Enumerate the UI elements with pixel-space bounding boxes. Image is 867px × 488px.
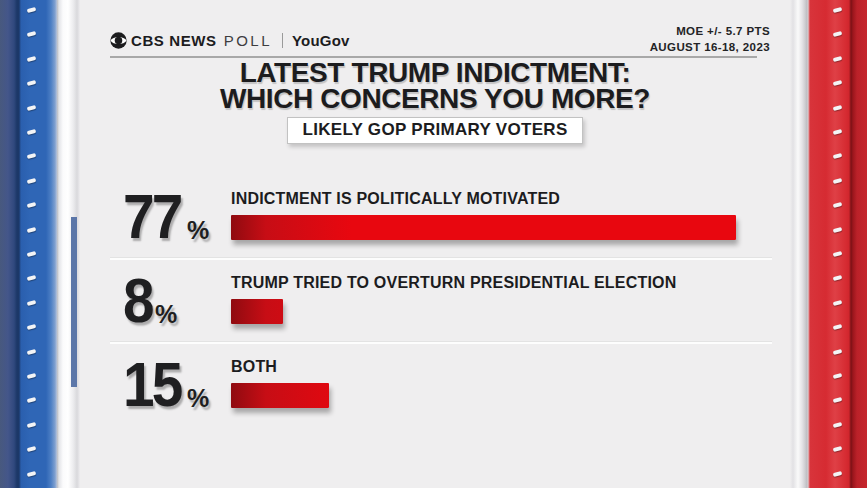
value-number: 15 [123, 361, 181, 408]
stitch-icon [27, 105, 37, 111]
bar-label: BOTH [231, 359, 772, 375]
brand-separator [282, 33, 283, 48]
stitch-icon [27, 471, 37, 477]
bar [231, 383, 329, 408]
value-number: 77 [123, 193, 181, 240]
stitch-icon [833, 324, 843, 330]
stitch-icon [27, 202, 37, 208]
stitch-icon [833, 397, 843, 403]
chart-rows: 77%INDICTMENT IS POLITICALLY MOTIVATED8%… [110, 176, 772, 425]
stitch-icon [833, 275, 843, 281]
stitch-icon [27, 7, 37, 13]
stitch-icon [833, 446, 843, 452]
stitch-icon [833, 349, 843, 355]
bar [231, 299, 283, 324]
stitch-icon [833, 373, 843, 379]
brand-poll: POLL [224, 32, 272, 49]
subtitle-wrap: LIKELY GOP PRIMARY VOTERS [90, 117, 780, 144]
poll-graphic: CBS NEWS POLL YouGov MOE +/- 5.7 PTS AUG… [0, 0, 867, 488]
stitch-icon [833, 31, 843, 37]
chart-row: 15%BOTH [110, 344, 772, 425]
stitch-icon [27, 349, 37, 355]
percent-sign: % [187, 220, 209, 240]
margin-of-error: MOE +/- 5.7 PTS AUGUST 16-18, 2023 [650, 24, 770, 55]
value-label: 77% [110, 191, 231, 240]
stitch-icon [27, 300, 37, 306]
stitch-icon [833, 80, 843, 86]
stitch-icon [27, 397, 37, 403]
blue-board-tab [71, 217, 77, 387]
chart-row: 8%TRUMP TRIED TO OVERTURN PRESIDENTIAL E… [110, 260, 772, 341]
stitch-icon [27, 56, 37, 62]
stitch-icon [27, 324, 37, 330]
stitch-icon [833, 105, 843, 111]
stitch-icon [27, 227, 37, 233]
brand-cbs-news: CBS NEWS [131, 32, 217, 49]
value-label: 15% [110, 359, 231, 408]
stitch-icon [833, 202, 843, 208]
stitch-icon [833, 129, 843, 135]
brand-yougov: YouGov [292, 32, 350, 49]
bar-area: INDICTMENT IS POLITICALLY MOTIVATED [231, 191, 772, 240]
stitch-icon [27, 153, 37, 159]
stitch-icon [833, 300, 843, 306]
page-title: LATEST TRUMP INDICTMENT: WHICH CONCERNS … [90, 60, 780, 112]
percent-sign: % [187, 388, 209, 408]
stitch-icon [833, 422, 843, 428]
bar-label: INDICTMENT IS POLITICALLY MOTIVATED [231, 191, 772, 207]
stitch-icon [833, 56, 843, 62]
stitch-icon [833, 7, 843, 13]
stitch-icon [833, 471, 843, 477]
cbs-eye-icon [110, 32, 127, 49]
bar-area: TRUMP TRIED TO OVERTURN PRESIDENTIAL ELE… [231, 275, 772, 324]
stitch-icon [27, 446, 37, 452]
stitch-icon [27, 275, 37, 281]
stitch-icon [833, 153, 843, 159]
stitch-icon [27, 31, 37, 37]
stitch-icon [833, 227, 843, 233]
stitch-icon [27, 373, 37, 379]
stitch-icon [833, 251, 843, 257]
brand-row: CBS NEWS POLL YouGov [110, 32, 350, 49]
bar-area: BOTH [231, 359, 772, 408]
subtitle-badge: LIKELY GOP PRIMARY VOTERS [287, 117, 582, 144]
moe-line1: MOE +/- 5.7 PTS [650, 24, 770, 40]
stitch-icon [27, 422, 37, 428]
chart-row: 77%INDICTMENT IS POLITICALLY MOTIVATED [110, 176, 772, 257]
bar [231, 215, 736, 240]
value-label: 8% [110, 275, 231, 324]
bar-label: TRUMP TRIED TO OVERTURN PRESIDENTIAL ELE… [231, 275, 772, 291]
blue-side-panel [0, 0, 57, 488]
moe-line2: AUGUST 16-18, 2023 [650, 40, 770, 56]
stitch-icon [27, 129, 37, 135]
stitch-icon [27, 251, 37, 257]
stitch-icon [27, 80, 37, 86]
value-number: 8 [123, 277, 152, 324]
stitch-icon [27, 178, 37, 184]
title-line2: WHICH CONCERNS YOU MORE? [90, 86, 780, 112]
stitch-icon [833, 178, 843, 184]
red-side-panel [808, 0, 867, 488]
percent-sign: % [155, 304, 177, 324]
card-right-edge [790, 0, 808, 488]
